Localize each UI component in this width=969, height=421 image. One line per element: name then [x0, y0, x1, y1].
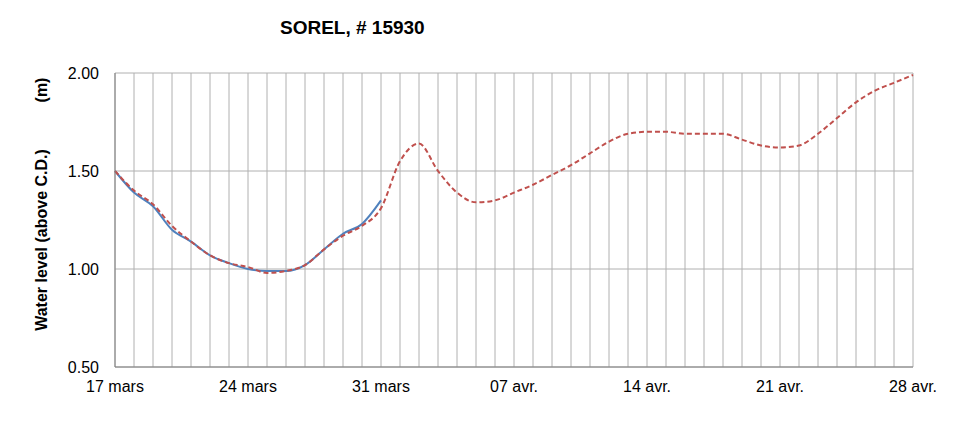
svg-text:2.00: 2.00 — [68, 65, 99, 82]
svg-text:0.50: 0.50 — [68, 359, 99, 376]
html-text:SOREL, # 15930: SOREL, # 15930 — [280, 17, 425, 38]
svg-text:17 mars: 17 mars — [86, 378, 144, 395]
svg-text:28 avr.: 28 avr. — [889, 378, 937, 395]
html-text:(m): (m) — [33, 77, 50, 103]
svg-text:24 mars: 24 mars — [219, 378, 277, 395]
svg-text:21 avr.: 21 avr. — [756, 378, 804, 395]
svg-text:07 avr.: 07 avr. — [490, 378, 538, 395]
html-text:Water level (above C.D.): Water level (above C.D.) — [33, 149, 50, 331]
svg-text:14 avr.: 14 avr. — [623, 378, 671, 395]
svg-text:1.50: 1.50 — [68, 163, 99, 180]
svg-text:31 mars: 31 mars — [352, 378, 410, 395]
svg-text:1.00: 1.00 — [68, 261, 99, 278]
